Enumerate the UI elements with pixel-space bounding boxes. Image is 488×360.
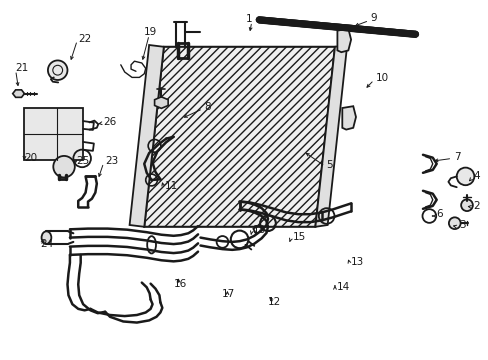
Polygon shape (259, 17, 415, 37)
Text: 12: 12 (267, 297, 281, 307)
Text: 1: 1 (245, 14, 252, 24)
Text: 10: 10 (375, 73, 388, 84)
Text: 18: 18 (253, 225, 266, 235)
Text: 15: 15 (292, 232, 305, 242)
Text: 19: 19 (143, 27, 157, 37)
Circle shape (448, 217, 460, 229)
Text: 23: 23 (105, 156, 118, 166)
Text: 14: 14 (336, 282, 349, 292)
Text: 25: 25 (76, 156, 89, 166)
Text: 20: 20 (24, 153, 38, 163)
Text: 21: 21 (16, 63, 29, 73)
Polygon shape (154, 97, 168, 108)
Text: 17: 17 (222, 289, 235, 300)
Text: 8: 8 (204, 102, 211, 112)
Polygon shape (129, 45, 163, 227)
Text: 7: 7 (453, 152, 460, 162)
Text: 3: 3 (458, 220, 465, 230)
Polygon shape (337, 29, 350, 52)
Text: 5: 5 (326, 160, 333, 170)
Circle shape (456, 168, 473, 185)
Text: 13: 13 (350, 257, 364, 267)
Circle shape (53, 156, 75, 177)
Text: 26: 26 (103, 117, 117, 127)
Polygon shape (144, 47, 334, 227)
Polygon shape (13, 90, 24, 97)
Text: 11: 11 (165, 181, 178, 192)
Text: 16: 16 (173, 279, 186, 289)
Text: 24: 24 (41, 239, 54, 249)
Circle shape (460, 199, 472, 211)
Ellipse shape (41, 231, 51, 244)
Text: 2: 2 (472, 201, 479, 211)
Text: 6: 6 (436, 209, 443, 219)
Text: 9: 9 (370, 13, 377, 23)
Circle shape (48, 60, 67, 80)
Polygon shape (342, 106, 355, 130)
Text: 22: 22 (78, 33, 91, 44)
FancyBboxPatch shape (24, 108, 83, 160)
Polygon shape (315, 45, 346, 227)
Text: 4: 4 (472, 171, 479, 181)
